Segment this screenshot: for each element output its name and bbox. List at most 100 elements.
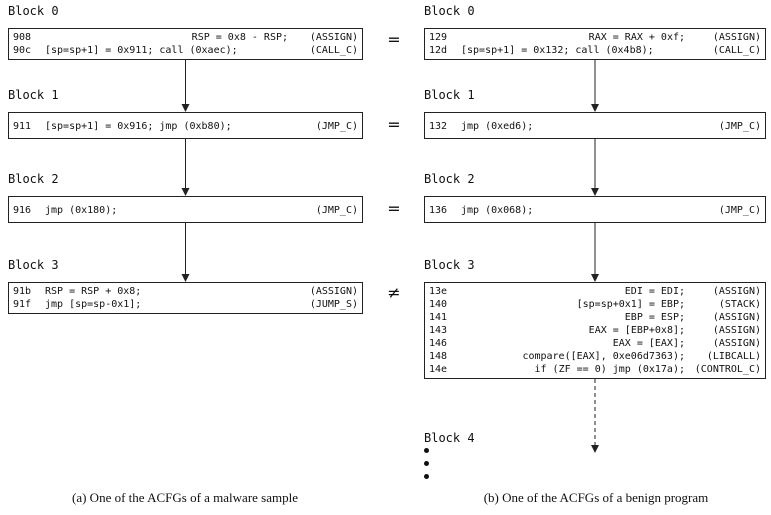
left-block-0-instruction-row: 90c [sp=sp+1] = 0x911; call (0xaec); (CALL… (13, 44, 358, 57)
instruction-address: 916 (13, 205, 32, 216)
left-arrow-1-to-2-head (181, 188, 190, 196)
instruction-code: compare([EAX], 0xe06d7363); (522, 351, 685, 362)
instruction-type-tag: (ASSIGN) (712, 325, 761, 336)
instruction-code: [sp=sp+1] = 0x132; call (0x4b8); (461, 45, 654, 56)
instruction-code: EDI = EDI; (624, 286, 685, 297)
instruction-type-tag: (ASSIGN) (712, 32, 761, 43)
instruction-address: 143 (429, 325, 448, 336)
instruction-type-tag: (JMP_C) (315, 205, 358, 216)
right-block-2-label: Block 2 (424, 172, 475, 186)
right-block-1-box: 132 jmp (0xed6); (JMP_C) (424, 112, 766, 139)
right-block-3-instruction-row: 141 EBP = ESP; (ASSIGN) (429, 311, 761, 324)
instruction-address: 132 (429, 121, 448, 132)
instruction-type-tag: (STACK) (718, 299, 761, 310)
right-block-3-box: 13e EDI = EDI; (ASSIGN) 140 [sp=sp+0x1] = EB… (424, 282, 766, 379)
instruction-address: 141 (429, 312, 448, 323)
instruction-code: jmp [sp=sp-0x1]; (45, 299, 142, 310)
left-block-0-label: Block 0 (8, 4, 59, 18)
instruction-type-tag: (ASSIGN) (712, 312, 761, 323)
right-caption: (b) One of the ACFGs of a benign program (483, 490, 709, 505)
instruction-code: EAX = [EBP+0x8]; (588, 325, 685, 336)
instruction-address: 91b (13, 286, 32, 297)
instruction-code: jmp (0x068); (461, 205, 534, 216)
block-3-comparison-symbol: ≠ (387, 283, 401, 302)
right-arrow-3-to-4-head (591, 445, 599, 453)
instruction-address: 908 (13, 32, 32, 43)
instruction-address: 148 (429, 351, 448, 362)
right-block-3-instruction-row: 13e EDI = EDI; (ASSIGN) (429, 285, 761, 298)
left-block-0-box: 908 RSP = 0x8 - RSP; (ASSIGN) 90c [sp=sp+1] … (8, 28, 363, 60)
instruction-address: 90c (13, 45, 32, 56)
instruction-code: jmp (0x180); (45, 205, 118, 216)
left-caption: (a) One of the ACFGs of a malware sample (72, 490, 298, 505)
right-block-4-label: Block 4 (424, 431, 475, 445)
right-block-3-instruction-row: 146 EAX = [EAX]; (ASSIGN) (429, 337, 761, 350)
instruction-type-tag: (ASSIGN) (309, 32, 358, 43)
left-block-2-label: Block 2 (8, 172, 59, 186)
right-arrow-1-to-2-head (591, 188, 599, 196)
right-block-0-label: Block 0 (424, 4, 475, 18)
instruction-code: if (ZF == 0) jmp (0x17a); (534, 364, 685, 375)
left-arrow-0-to-1-head (181, 104, 190, 112)
continuation-dot-0 (424, 448, 429, 453)
right-block-2-instruction-row: 136 jmp (0x068); (JMP_C) (429, 204, 761, 217)
instruction-code: EBP = ESP; (624, 312, 685, 323)
instruction-address: 91f (13, 299, 32, 310)
right-block-1-label: Block 1 (424, 88, 475, 102)
right-block-2-box: 136 jmp (0x068); (JMP_C) (424, 196, 766, 223)
instruction-address: 12d (429, 45, 448, 56)
instruction-type-tag: (JMP_C) (718, 205, 761, 216)
instruction-type-tag: (ASSIGN) (712, 286, 761, 297)
instruction-code: RAX = RAX + 0xf; (588, 32, 685, 43)
right-block-3-instruction-row: 148 compare([EAX], 0xe06d7363); (LIBCALL) (429, 350, 761, 363)
instruction-type-tag: (CALL_C) (712, 45, 761, 56)
instruction-code: RSP = 0x8 - RSP; (191, 32, 288, 43)
right-arrow-2-to-3-head (591, 274, 599, 282)
instruction-type-tag: (ASSIGN) (309, 286, 358, 297)
left-block-1-label: Block 1 (8, 88, 59, 102)
right-block-1-instruction-row: 132 jmp (0xed6); (JMP_C) (429, 120, 761, 133)
instruction-code: [sp=sp+1] = 0x911; call (0xaec); (45, 45, 238, 56)
right-block-0-instruction-row: 12d [sp=sp+1] = 0x132; call (0x4b8); (CALL… (429, 44, 761, 57)
left-block-3-instruction-row: 91f jmp [sp=sp-0x1]; (JUMP_S) (13, 298, 358, 311)
block-0-comparison-symbol: = (387, 30, 401, 49)
right-block-0-box: 129 RAX = RAX + 0xf; (ASSIGN) 12d [sp=sp+1] … (424, 28, 766, 60)
instruction-type-tag: (ASSIGN) (712, 338, 761, 349)
instruction-address: 140 (429, 299, 448, 310)
block-2-comparison-symbol: = (387, 199, 401, 218)
instruction-address: 129 (429, 32, 448, 43)
left-block-1-instruction-row: 911 [sp=sp+1] = 0x916; jmp (0xb80); (JMP_C… (13, 120, 358, 133)
left-block-2-instruction-row: 916 jmp (0x180); (JMP_C) (13, 204, 358, 217)
instruction-type-tag: (CONTROL_C) (694, 364, 761, 375)
continuation-dot-2 (424, 474, 429, 479)
instruction-address: 136 (429, 205, 448, 216)
instruction-type-tag: (JMP_C) (315, 121, 358, 132)
right-block-3-label: Block 3 (424, 258, 475, 272)
instruction-type-tag: (LIBCALL) (706, 351, 761, 362)
instruction-address: 911 (13, 121, 32, 132)
instruction-code: [sp=sp+1] = 0x916; jmp (0xb80); (45, 121, 232, 132)
left-block-3-instruction-row: 91b RSP = RSP + 0x8; (ASSIGN) (13, 285, 358, 298)
instruction-code: jmp (0xed6); (461, 121, 534, 132)
left-block-2-box: 916 jmp (0x180); (JMP_C) (8, 196, 363, 223)
instruction-code: RSP = RSP + 0x8; (45, 286, 142, 297)
instruction-type-tag: (CALL_C) (309, 45, 358, 56)
instruction-address: 14e (429, 364, 448, 375)
left-block-3-box: 91b RSP = RSP + 0x8; (ASSIGN) 91f jmp [sp=sp… (8, 282, 363, 314)
continuation-dot-1 (424, 461, 429, 466)
instruction-address: 13e (429, 286, 448, 297)
left-block-3-label: Block 3 (8, 258, 59, 272)
left-arrow-2-to-3-head (181, 274, 190, 282)
right-block-0-instruction-row: 129 RAX = RAX + 0xf; (ASSIGN) (429, 31, 761, 44)
right-block-3-instruction-row: 14e if (ZF == 0) jmp (0x17a); (CONTROL_C) (429, 363, 761, 376)
left-block-1-box: 911 [sp=sp+1] = 0x916; jmp (0xb80); (JMP_C… (8, 112, 363, 139)
right-arrow-0-to-1-head (591, 104, 599, 112)
block-1-comparison-symbol: = (387, 115, 401, 134)
instruction-code: [sp=sp+0x1] = EBP; (576, 299, 685, 310)
instruction-address: 146 (429, 338, 448, 349)
right-block-3-instruction-row: 140 [sp=sp+0x1] = EBP; (STACK) (429, 298, 761, 311)
instruction-type-tag: (JUMP_S) (309, 299, 358, 310)
right-block-3-instruction-row: 143 EAX = [EBP+0x8]; (ASSIGN) (429, 324, 761, 337)
instruction-code: EAX = [EAX]; (612, 338, 685, 349)
